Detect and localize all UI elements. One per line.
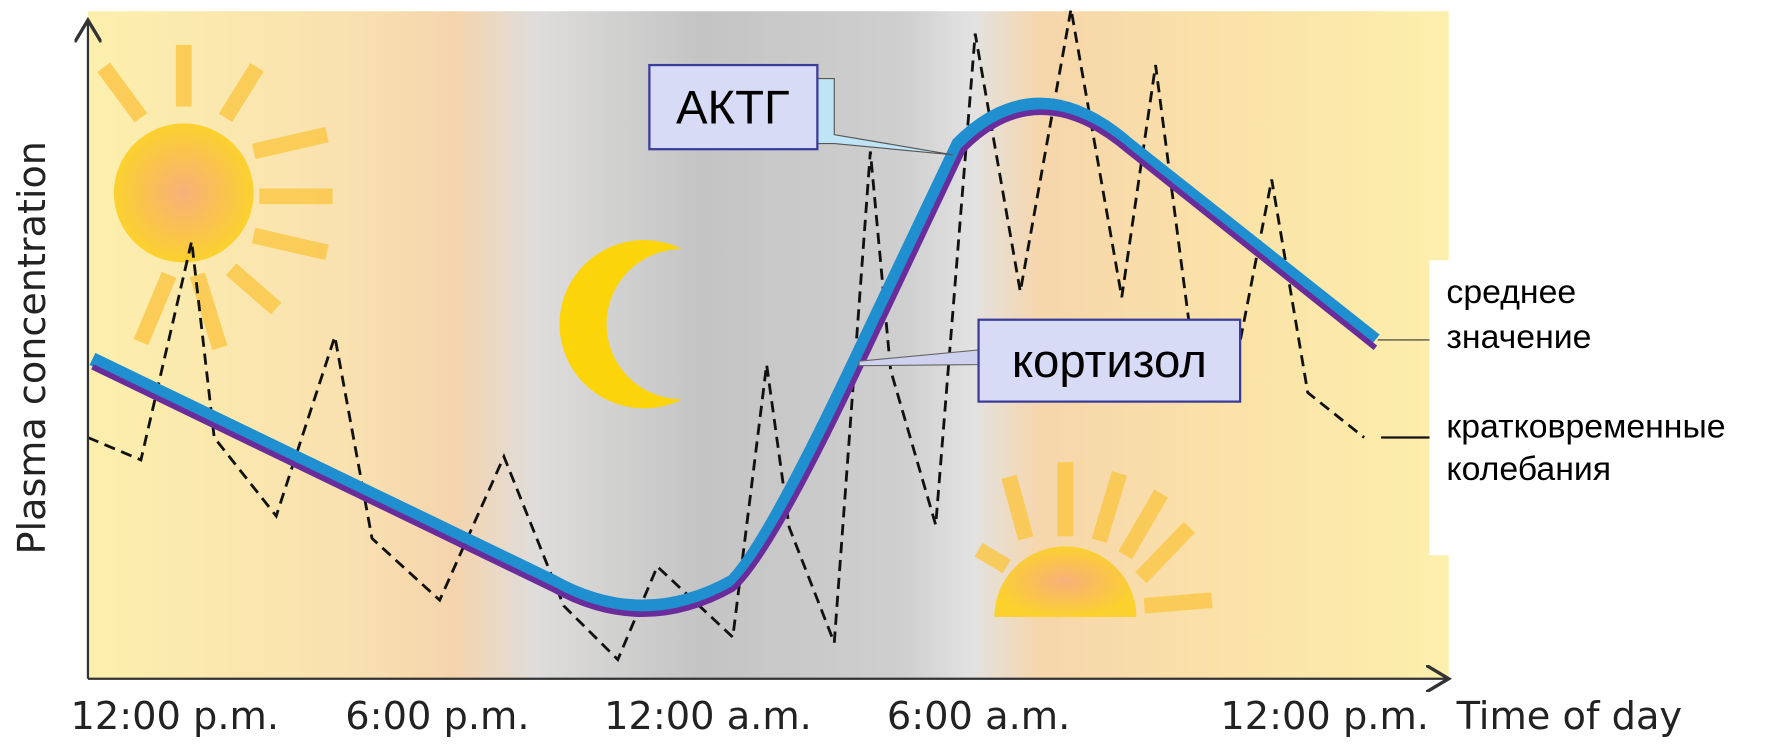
sun [114,123,254,262]
legend-text: среднее [1446,273,1576,311]
legend-text: кратковременные [1446,408,1725,446]
x-tick-label: 12:00 p.m. [1220,695,1429,739]
page: {"y_axis_label": "Plasma concentration",… [0,0,1770,746]
x-tick-label: 12:00 a.m. [604,695,812,739]
y-axis-label: Plasma concentration [11,141,55,554]
diagram: Plasma concentration 12:00 p.m. 6:00 p.m… [0,0,1770,746]
x-axis-label: Time of day [1456,695,1683,739]
legend-text: колебания [1446,450,1611,488]
x-tick-label: 6:00 p.m. [345,695,529,739]
cortisol-label: кортизол [1012,335,1207,388]
legend-text: значение [1446,318,1591,356]
x-tick-label: 12:00 p.m. [70,695,279,739]
x-tick-label: 6:00 a.m. [887,695,1070,739]
acth-label: АКТГ [676,82,790,135]
